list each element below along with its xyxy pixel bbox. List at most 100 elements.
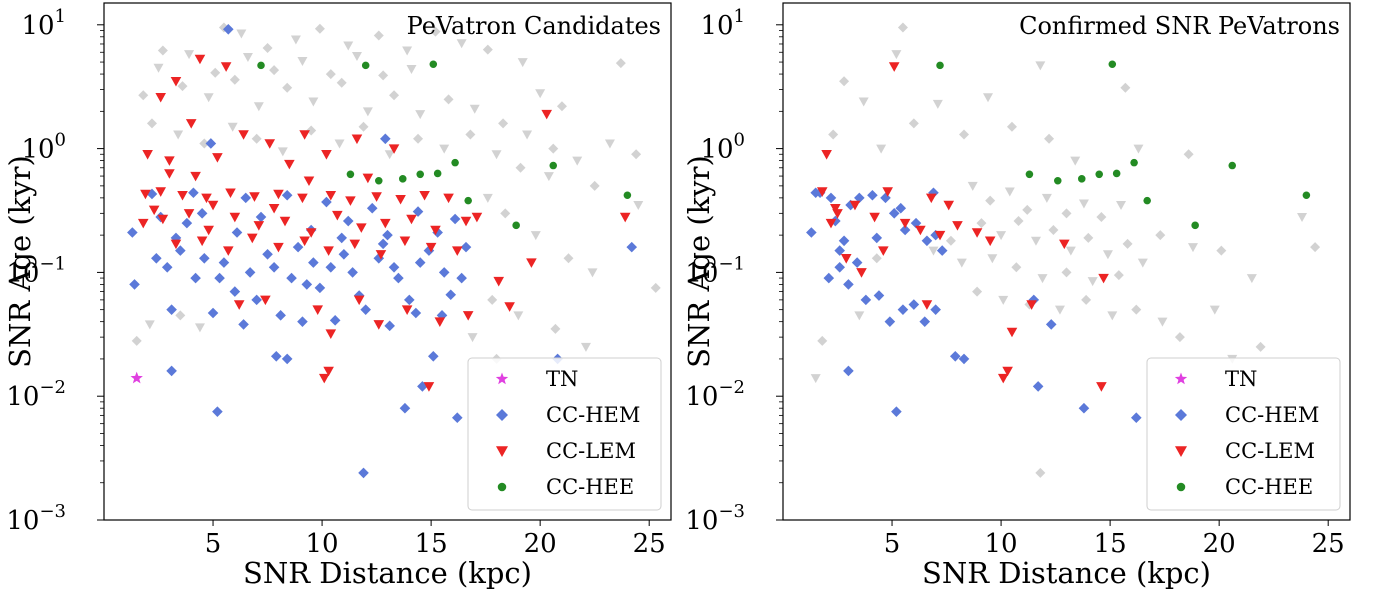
data-point	[356, 223, 367, 233]
data-point	[205, 138, 217, 149]
data-point	[181, 217, 193, 229]
data-point	[972, 286, 983, 297]
data-point	[399, 402, 411, 414]
data-point	[849, 200, 861, 211]
data-point	[445, 289, 457, 301]
data-point	[952, 221, 963, 231]
data-point	[346, 170, 355, 179]
data-point	[1045, 319, 1057, 330]
data-point	[880, 192, 891, 204]
data-point	[987, 254, 998, 264]
data-point	[382, 229, 393, 241]
data-point	[151, 252, 162, 264]
data-point	[1026, 300, 1037, 310]
data-point	[297, 193, 308, 204]
data-point	[921, 300, 933, 310]
data-point	[949, 351, 961, 362]
data-point	[530, 231, 541, 241]
data-point	[238, 319, 249, 330]
data-point	[526, 258, 537, 268]
data-point	[430, 26, 441, 37]
data-point	[1187, 243, 1198, 253]
legend-label: CC-LEM	[546, 439, 636, 463]
data-point	[1122, 238, 1133, 249]
data-point	[240, 192, 252, 204]
data-point	[469, 104, 480, 114]
data-point	[899, 224, 911, 236]
series-cc-hee	[936, 60, 1311, 230]
data-point	[451, 246, 463, 256]
data-point	[203, 225, 214, 236]
data-point	[460, 216, 472, 227]
data-point	[345, 196, 356, 206]
data-point	[650, 282, 661, 293]
data-point	[1083, 232, 1094, 243]
legend: TN CC-HEM CC-LEM CC-HEE	[467, 357, 662, 511]
data-point	[834, 245, 845, 256]
data-point	[402, 46, 413, 56]
series-cc-lem	[137, 54, 631, 392]
data-point	[433, 169, 442, 178]
legend-label: CC-HEE	[1225, 475, 1313, 499]
data-point	[1054, 305, 1065, 315]
data-point	[170, 239, 182, 250]
data-point	[580, 342, 591, 352]
data-point	[1077, 175, 1086, 183]
data-point	[443, 94, 454, 105]
data-point	[1183, 149, 1194, 160]
data-point	[220, 62, 232, 72]
legend-label: TN	[546, 367, 578, 391]
data-point	[1228, 161, 1237, 170]
data-point	[194, 323, 205, 333]
panel-title: Confirmed SNR PeVatrons	[1019, 12, 1340, 40]
y-tick-label: 101	[700, 6, 745, 41]
data-point	[325, 261, 337, 273]
data-point	[498, 118, 509, 129]
data-point	[299, 130, 310, 140]
x-tick-label: 10	[985, 529, 1018, 559]
data-point	[229, 286, 241, 297]
data-point	[1070, 156, 1081, 166]
data-point	[549, 161, 558, 170]
data-point	[207, 307, 219, 319]
legend: TN CC-HEM CC-LEM CC-HEE	[1146, 357, 1341, 511]
data-point	[253, 221, 265, 231]
data-point	[146, 118, 157, 129]
series-background	[810, 22, 1321, 478]
data-point	[166, 365, 177, 377]
data-point	[1081, 294, 1092, 305]
x-tick-label: 25	[1312, 529, 1345, 559]
data-point	[242, 52, 253, 62]
data-point	[194, 54, 206, 65]
data-point	[375, 250, 387, 260]
data-point	[817, 335, 828, 346]
data-point	[504, 302, 515, 312]
data-point	[943, 200, 955, 211]
data-point	[513, 311, 524, 321]
data-point	[543, 172, 554, 182]
legend-marker-cc-hem	[1175, 409, 1187, 421]
data-point	[548, 143, 559, 154]
data-point	[290, 35, 301, 45]
data-point	[257, 61, 265, 70]
data-point	[173, 130, 184, 140]
data-point	[377, 238, 389, 250]
y-tick-label: 100	[700, 130, 745, 165]
data-point	[899, 218, 911, 229]
data-point	[556, 101, 567, 112]
data-point	[251, 294, 262, 306]
data-point	[214, 272, 225, 284]
data-point	[262, 249, 273, 260]
data-point	[201, 193, 212, 204]
data-point	[412, 206, 424, 217]
data-point	[380, 133, 391, 145]
data-point	[425, 242, 437, 253]
data-point	[321, 196, 332, 208]
data-point	[878, 246, 889, 256]
data-point	[1054, 176, 1062, 185]
data-point	[190, 171, 201, 182]
data-point	[1035, 467, 1046, 478]
legend-frame	[467, 357, 662, 511]
data-point	[434, 317, 446, 327]
data-point	[249, 192, 260, 202]
